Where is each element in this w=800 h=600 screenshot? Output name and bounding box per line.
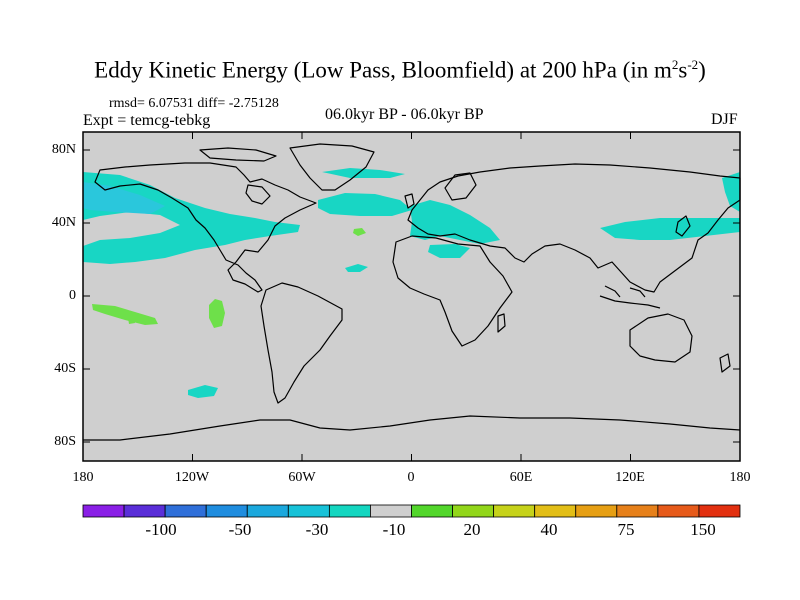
colorbar-label: 40: [540, 520, 558, 539]
experiment-label: Expt = temcg-tebkg: [83, 112, 211, 129]
colorbar-swatch: [205, 504, 248, 518]
lon-label-120w: 120W: [174, 470, 210, 485]
coastline-greenland: [289, 143, 375, 191]
colorbar-swatch: [657, 504, 700, 518]
positive-anomaly-patch: [128, 317, 135, 324]
negative-anomaly-central-pacific: [345, 264, 368, 272]
colorbar-label: -100: [145, 520, 177, 539]
lon-label-0: 0: [407, 470, 415, 485]
coastline-antarctica: [83, 415, 741, 441]
colorbar-swatch: [575, 504, 618, 518]
lat-label-80s: 80S: [54, 434, 76, 449]
lat-label-eq: 0: [69, 288, 76, 303]
colorbar-swatch: [123, 504, 166, 518]
coastline-uk: [404, 193, 415, 209]
axis-ticks: [83, 132, 740, 461]
coastline-arctic-islands: [199, 147, 277, 162]
coastline-madagascar: [497, 313, 506, 333]
negative-anomaly-europe: [410, 200, 500, 244]
coastline-scandinavia: [444, 172, 477, 201]
positive-anomaly-atlantic: [353, 228, 366, 236]
map-background: [83, 132, 740, 461]
lat-label-40s: 40S: [54, 361, 76, 376]
lon-label-60w: 60W: [288, 470, 316, 485]
colorbar-swatch: [411, 504, 453, 518]
colorbar-label: 150: [690, 520, 716, 539]
lon-label-60e: 60E: [509, 470, 533, 485]
colorbar-swatch: [246, 504, 289, 518]
page-title: Eddy Kinetic Energy (Low Pass, Bloomfiel…: [94, 57, 706, 83]
colorbar-label: -10: [382, 520, 406, 539]
lat-label-40n: 40N: [51, 215, 76, 230]
lat-label-80n: 80N: [51, 142, 76, 157]
colorbar-label: -50: [228, 520, 252, 539]
negative-anomaly-north-pacific-core: [83, 182, 165, 214]
negative-anomaly-north-africa: [428, 244, 470, 258]
coastline-africa: [392, 235, 513, 347]
colorbar-swatch: [452, 504, 495, 518]
negative-anomaly-north-atlantic: [318, 193, 412, 216]
colorbar-label: -30: [305, 520, 329, 539]
coastlines: [83, 143, 741, 441]
colorbar: [82, 504, 741, 518]
coastline-australia: [629, 313, 693, 363]
colorbar-swatch: [493, 504, 536, 518]
period-label: 06.0kyr BP - 06.0kyr BP: [325, 106, 484, 123]
season-label: DJF: [711, 111, 738, 128]
colorbar-swatch: [370, 504, 412, 518]
colorbar-swatch: [287, 504, 330, 518]
colorbar-label: 20: [463, 520, 481, 539]
positive-anomaly-south-pacific: [92, 304, 158, 325]
colorbar-swatch: [616, 504, 659, 518]
colorbar-swatch: [164, 504, 207, 518]
colorbar-swatch: [698, 504, 741, 518]
coastline-new-zealand: [719, 353, 731, 373]
stats-label: rmsd= 6.07531 diff= -2.75128: [109, 96, 279, 111]
lon-label-180e: 180: [729, 470, 751, 485]
lon-label-120e: 120E: [615, 470, 645, 485]
negative-anomaly-south-pacific: [188, 385, 218, 398]
anomaly-shading: [83, 168, 740, 398]
positive-anomaly-east-pacific: [209, 299, 225, 328]
coastline-south-america: [260, 282, 343, 404]
coastline-indonesia: [599, 285, 661, 309]
negative-anomaly-sub-arctic: [722, 172, 740, 212]
coastline-eurasia: [407, 163, 741, 293]
lon-label-180w: 180: [72, 470, 94, 485]
coastline-japan: [675, 215, 691, 237]
colorbar-swatch: [328, 504, 371, 518]
colorbar-swatch: [82, 504, 125, 518]
colorbar-swatch: [534, 504, 577, 518]
negative-anomaly-greenland: [322, 168, 405, 178]
coastline-north-america: [94, 162, 317, 293]
colorbar-label: 75: [617, 520, 635, 539]
coastline-hudson-bay: [245, 184, 271, 205]
